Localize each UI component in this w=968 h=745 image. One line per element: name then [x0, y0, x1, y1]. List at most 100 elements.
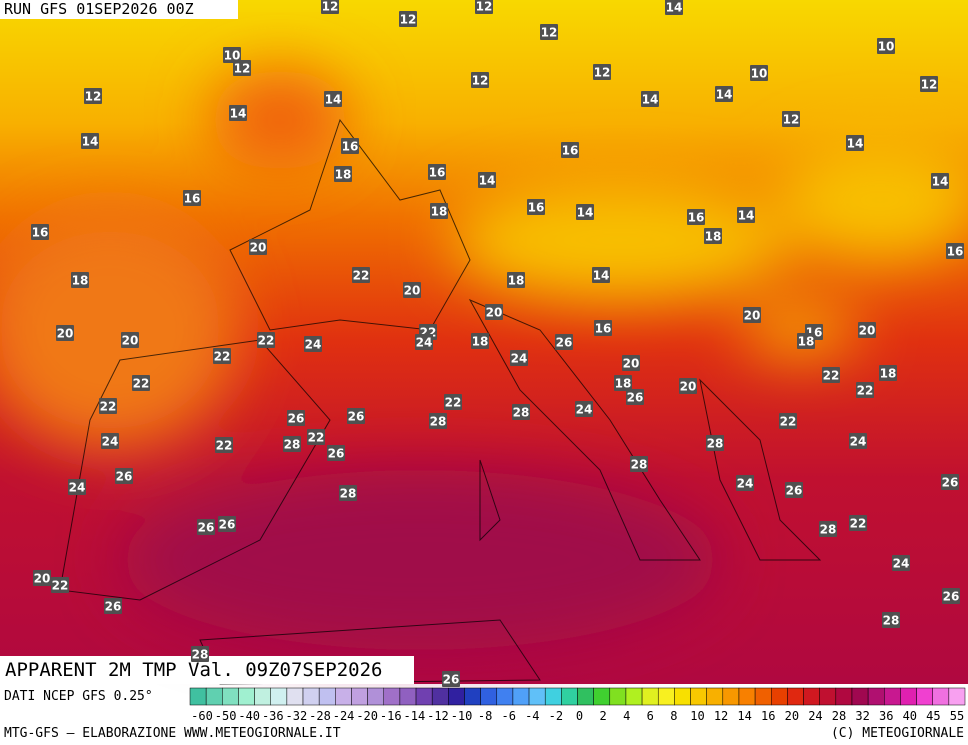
- value-label-box: [507, 272, 525, 288]
- value-label-box: [334, 166, 352, 182]
- value-label: 26: [942, 588, 960, 604]
- value-label: 22: [856, 382, 874, 398]
- value-label-box: [782, 111, 800, 127]
- value-label-box: [593, 64, 611, 80]
- colorbar-tick-label: 40: [903, 709, 917, 723]
- value-label-text: 20: [122, 334, 139, 348]
- value-label: 10: [750, 65, 768, 81]
- value-label-text: 28: [820, 523, 837, 537]
- colorbar-tick-label: 2: [599, 709, 606, 723]
- value-label-text: 26: [556, 336, 573, 350]
- value-label-text: 26: [942, 476, 959, 490]
- value-label-text: 22: [52, 579, 69, 593]
- value-label: 14: [81, 133, 99, 149]
- value-label-box: [56, 325, 74, 341]
- value-label: 18: [614, 375, 632, 391]
- value-label: 10: [877, 38, 895, 54]
- value-label: 22: [257, 332, 275, 348]
- colorbar-swatch: [238, 687, 255, 706]
- value-label-box: [594, 320, 612, 336]
- value-label-text: 26: [116, 470, 133, 484]
- value-label-box: [233, 60, 251, 76]
- value-label-box: [706, 435, 724, 451]
- value-label-text: 26: [443, 673, 460, 687]
- value-label: 14: [592, 267, 610, 283]
- value-label: 22: [352, 267, 370, 283]
- colorbar-swatch: [932, 687, 950, 706]
- value-label-text: 28: [284, 438, 301, 452]
- value-label-box: [478, 172, 496, 188]
- value-label: 12: [471, 72, 489, 88]
- value-label-text: 26: [105, 600, 122, 614]
- value-label: 12: [540, 24, 558, 40]
- colorbar-tick-label: 4: [623, 709, 630, 723]
- colorbar-swatch: [884, 687, 901, 706]
- value-label: 24: [736, 475, 754, 491]
- value-label-box: [877, 38, 895, 54]
- value-label: 20: [33, 570, 51, 586]
- colorbar-swatch: [528, 687, 546, 706]
- value-label-text: 16: [429, 166, 446, 180]
- value-label-text: 14: [716, 88, 733, 102]
- value-label: 14: [641, 91, 659, 107]
- colorbar-swatch: [383, 687, 401, 706]
- value-label-box: [931, 173, 949, 189]
- value-label-box: [715, 86, 733, 102]
- value-label-box: [630, 456, 648, 472]
- colorbar-tick-label: 24: [808, 709, 822, 723]
- value-label: 20: [743, 307, 761, 323]
- value-label: 20: [858, 322, 876, 338]
- value-label-text: 22: [214, 350, 231, 364]
- value-label-box: [101, 433, 119, 449]
- value-label: 28: [191, 646, 209, 662]
- value-label-text: 22: [216, 439, 233, 453]
- value-label: 22: [822, 367, 840, 383]
- value-label-text: 26: [198, 521, 215, 535]
- value-label: 18: [797, 333, 815, 349]
- value-label-text: 22: [445, 396, 462, 410]
- value-label-text: 22: [823, 369, 840, 383]
- colorbar-swatch: [189, 687, 207, 706]
- value-label: 14: [715, 86, 733, 102]
- value-label-text: 28: [340, 487, 357, 501]
- value-label-box: [183, 190, 201, 206]
- value-label: 18: [334, 166, 352, 182]
- value-label-text: 28: [430, 415, 447, 429]
- value-label-box: [444, 394, 462, 410]
- value-label-box: [71, 272, 89, 288]
- value-label: 16: [527, 199, 545, 215]
- value-label: 26: [327, 445, 345, 461]
- value-label: 24: [68, 479, 86, 495]
- value-label-box: [592, 267, 610, 283]
- value-label-text: 20: [486, 306, 503, 320]
- colorbar-swatch: [706, 687, 724, 706]
- value-label-text: 10: [224, 49, 241, 63]
- value-label: 28: [339, 485, 357, 501]
- colorbar-tick-label: 8: [670, 709, 677, 723]
- value-label-box: [213, 348, 231, 364]
- value-label-box: [283, 436, 301, 452]
- colorbar-swatch: [448, 687, 465, 706]
- value-label-text: 12: [85, 90, 102, 104]
- value-label-text: 16: [688, 211, 705, 225]
- value-label: 12: [84, 88, 102, 104]
- colorbar-tick-label: 55: [950, 709, 964, 723]
- value-label: 12: [782, 111, 800, 127]
- value-label-box: [33, 570, 51, 586]
- colorbar-swatch: [415, 687, 433, 706]
- colorbar-swatch: [738, 687, 756, 706]
- value-label-text: 22: [100, 400, 117, 414]
- value-label-box: [471, 333, 489, 349]
- value-label: 20: [622, 355, 640, 371]
- value-label: 14: [324, 91, 342, 107]
- value-label: 22: [99, 398, 117, 414]
- value-label: 24: [575, 401, 593, 417]
- value-label: 26: [941, 474, 959, 490]
- colorbar-swatch: [948, 687, 966, 706]
- value-label-text: 28: [192, 648, 209, 662]
- colorbar-swatch: [561, 687, 578, 706]
- value-label: 24: [510, 350, 528, 366]
- value-label: 12: [233, 60, 251, 76]
